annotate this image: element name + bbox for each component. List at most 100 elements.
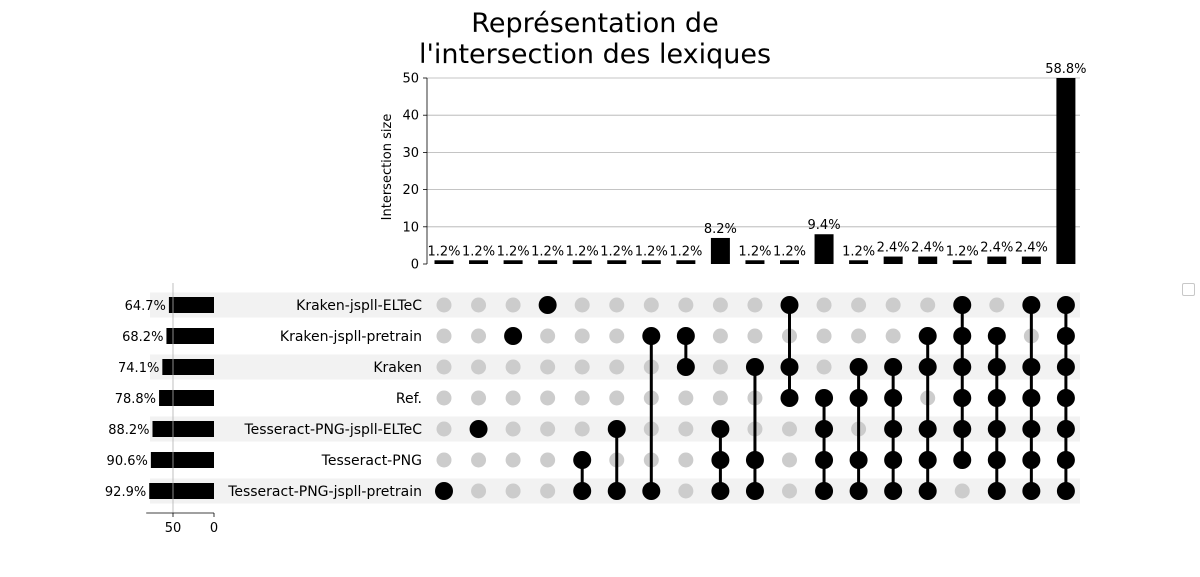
intersection-bar — [572, 260, 592, 264]
matrix-dot-inactive — [574, 297, 590, 313]
matrix-dot-inactive — [540, 359, 556, 375]
matrix-dot-inactive — [712, 390, 728, 406]
chart-title-line-1: Représentation de — [471, 8, 719, 39]
intersection-bar-label: 2.4% — [980, 241, 1013, 256]
matrix-dot-active — [676, 358, 695, 376]
matrix-dot-inactive — [609, 328, 625, 344]
set-size-bar — [152, 421, 214, 437]
matrix-dot-inactive — [540, 328, 556, 344]
intersection-bar-label: 1.2% — [566, 244, 599, 259]
matrix-dot-active — [918, 327, 937, 345]
intersection-bar-label: 58.8% — [1045, 62, 1086, 77]
matrix-dot-inactive — [471, 328, 487, 344]
y-tick-label: 30 — [402, 146, 419, 161]
matrix-dot-inactive — [574, 390, 590, 406]
intersection-bar — [1056, 78, 1076, 264]
matrix-dot-active — [538, 296, 557, 314]
matrix-dot-active — [1056, 358, 1075, 376]
y-tick-label: 0 — [411, 258, 419, 273]
y-axis-label: Intersection size — [380, 114, 395, 221]
matrix-dot-active — [745, 358, 764, 376]
intersection-bar — [814, 234, 834, 264]
matrix-dot-inactive — [436, 390, 452, 406]
matrix-dot-inactive — [816, 297, 832, 313]
set-name-label: Ref. — [396, 391, 422, 407]
matrix-dot-inactive — [609, 390, 625, 406]
y-tick-label: 40 — [402, 109, 419, 124]
empty-legend-box — [1182, 283, 1195, 296]
intersection-gridlines — [427, 77, 1080, 228]
matrix-dot-active — [849, 482, 868, 500]
matrix-dot-inactive — [678, 390, 694, 406]
matrix-dot-active — [953, 296, 972, 314]
set-name-label: Tesseract-PNG-jspll-pretrain — [227, 484, 422, 500]
matrix-dot-active — [780, 296, 799, 314]
matrix-dot-active — [745, 451, 764, 469]
set-size-bars: 64.7% 68.2% 74.1% 78.8% 88.2% 90.6% 92.9% — [105, 297, 214, 500]
matrix-dot-active — [1022, 451, 1041, 469]
matrix-dot-active — [849, 358, 868, 376]
intersection-bar-label: 9.4% — [808, 218, 841, 233]
matrix-dot-active — [918, 482, 937, 500]
matrix-dot-inactive — [885, 328, 901, 344]
matrix-dot-active — [1056, 389, 1075, 407]
matrix-dot-active — [815, 482, 834, 500]
matrix-dot-active — [607, 482, 626, 500]
matrix-dot-inactive — [678, 452, 694, 468]
intersection-bar-label: 2.4% — [911, 241, 944, 256]
matrix-dot-inactive — [471, 390, 487, 406]
matrix-dot-inactive — [782, 483, 797, 499]
set-name-label: Tesseract-PNG — [321, 453, 422, 469]
intersection-bar-label: 1.2% — [773, 244, 806, 259]
matrix-dot-inactive — [471, 297, 487, 313]
intersection-bar — [987, 256, 1007, 264]
matrix-dot-inactive — [505, 359, 521, 375]
matrix-dot-active — [987, 420, 1006, 438]
intersection-bar — [710, 237, 730, 264]
matrix-dot-inactive — [436, 421, 452, 437]
set-size-bar — [168, 297, 214, 313]
matrix-dot-inactive — [989, 297, 1005, 313]
matrix-dot-inactive — [609, 359, 625, 375]
intersection-bar — [952, 260, 972, 264]
intersection-matrix — [435, 296, 1075, 500]
matrix-dot-inactive — [678, 421, 694, 437]
matrix-dot-inactive — [712, 297, 728, 313]
matrix-dot-active — [711, 451, 730, 469]
intersection-bar — [469, 260, 489, 264]
matrix-dot-inactive — [712, 359, 728, 375]
matrix-dot-active — [711, 420, 730, 438]
intersection-bar-label: 1.2% — [738, 244, 771, 259]
matrix-dot-inactive — [678, 297, 694, 313]
matrix-dot-inactive — [816, 359, 832, 375]
matrix-dot-inactive — [471, 452, 487, 468]
set-name-label: Kraken-jspll-pretrain — [280, 329, 422, 345]
matrix-dot-inactive — [540, 390, 556, 406]
intersection-bar-label: 1.2% — [600, 244, 633, 259]
matrix-dot-inactive — [436, 328, 452, 344]
chart-title-line-2: l'intersection des lexiques — [418, 39, 772, 70]
set-size-label: 74.1% — [118, 361, 159, 376]
matrix-dot-inactive — [920, 297, 936, 313]
set-size-bar — [162, 359, 214, 375]
matrix-dot-inactive — [574, 359, 590, 375]
set-size-axis: 50 0 — [146, 283, 218, 536]
matrix-dot-inactive — [436, 297, 452, 313]
intersection-bar-label: 2.4% — [1015, 241, 1048, 256]
matrix-dot-inactive — [782, 421, 797, 437]
matrix-dot-active — [953, 327, 972, 345]
matrix-dot-active — [815, 451, 834, 469]
intersection-bar — [918, 256, 938, 264]
matrix-dot-active — [884, 420, 903, 438]
intersection-bar-label: 1.2% — [497, 244, 530, 259]
intersection-bar-labels: 1.2% 1.2% 1.2% 1.2% 1.2% 1.2% 1.2% 1.2%8.2%1.2%… — [427, 62, 1086, 259]
matrix-dot-inactive — [436, 359, 452, 375]
matrix-dot-active — [815, 420, 834, 438]
matrix-dot-active — [953, 389, 972, 407]
intersection-bar-label: 1.2% — [635, 244, 668, 259]
set-size-bar — [166, 328, 214, 344]
matrix-dot-inactive — [505, 452, 521, 468]
y-tick-label: 50 — [402, 72, 419, 87]
matrix-dot-inactive — [505, 421, 521, 437]
intersection-bar — [1021, 256, 1041, 264]
